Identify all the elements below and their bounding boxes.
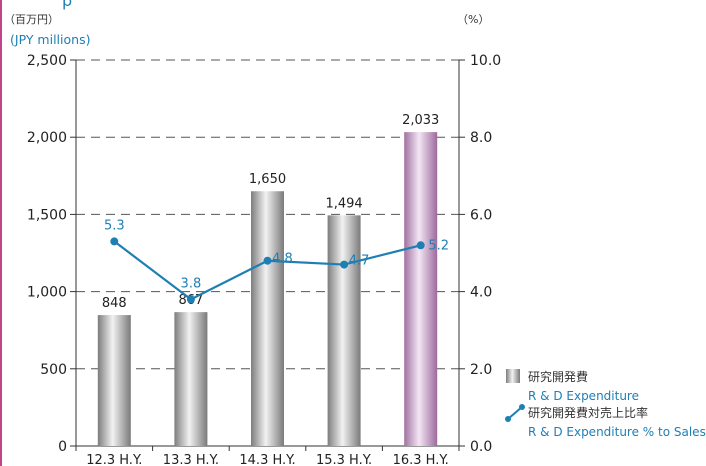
left-axis-tick-label-0: 0: [58, 439, 67, 455]
right-axis-tick-label-2: 4.0: [470, 285, 492, 301]
axis-units: （百万円） (JPY millions) （%）: [4, 13, 489, 47]
chart-title-partial: p: [62, 0, 72, 10]
right-axis-tick-label-3: 6.0: [470, 207, 492, 223]
line-data-labels: 5.3 3.8 4.8 4.7 5.2: [104, 218, 449, 291]
x-axis-tick-label-1: 13.3 H.Y.: [163, 453, 219, 466]
legend: 研究開発費 R & D Expenditure 研究開発費対売上比率 R & D…: [505, 369, 706, 439]
bar-1: [174, 312, 208, 446]
left-axis-unit-ja: （百万円）: [4, 13, 59, 26]
legend-line-label-en: R & D Expenditure % to Sales: [528, 425, 706, 439]
line-label-1: 3.8: [181, 276, 202, 291]
gridlines: [76, 59, 459, 370]
left-axis-tick-label-5: 2,500: [27, 53, 67, 69]
right-axis-tick-label-1: 2.0: [470, 362, 492, 378]
left-axis-tick-label-1: 500: [40, 362, 67, 378]
x-axis-tick-label-0: 12.3 H.Y.: [86, 453, 142, 466]
left-axis-tick-labels: 0 500 1,000 1,500 2,000 2,500: [27, 53, 67, 455]
bar-0: [97, 315, 131, 446]
line-point-2: [263, 256, 272, 265]
x-axis-tick-label-2: 14.3 H.Y.: [239, 453, 295, 466]
bar-label-2: 1,650: [249, 172, 286, 187]
line-point-0: [110, 237, 119, 246]
right-axis-tick-labels: 0.0 2.0 4.0 6.0 8.0 10.0: [470, 53, 501, 455]
page-frame-accent-line: [0, 0, 2, 466]
line-label-3: 4.7: [349, 254, 370, 269]
line-label-4: 5.2: [428, 238, 449, 253]
right-axis-unit: （%）: [457, 13, 489, 26]
left-axis-tick-label-2: 1,000: [27, 285, 67, 301]
legend-line-label: 研究開発費対売上比率: [528, 405, 648, 420]
line-point-1: [186, 295, 195, 304]
bar-3: [327, 215, 361, 446]
legend-line-swatch: [507, 406, 523, 420]
left-axis-unit-en: (JPY millions): [10, 32, 90, 47]
legend-bar-label-en: R & D Expenditure: [528, 389, 639, 403]
line-label-0: 5.3: [104, 218, 125, 233]
line-label-2: 4.8: [272, 252, 293, 267]
x-axis-tick-label-3: 15.3 H.Y.: [316, 453, 372, 466]
legend-bar-label: 研究開発費: [528, 369, 588, 384]
line-series: [110, 237, 425, 304]
x-axis-tick-label-4: 16.3 H.Y.: [393, 453, 449, 466]
right-axis-tick-label-4: 8.0: [470, 130, 492, 146]
left-axis-tick-label-4: 2,000: [27, 130, 67, 146]
line-point-4: [416, 241, 425, 250]
left-axis-tick-label-3: 1,500: [27, 207, 67, 223]
legend-line-marker-2: [519, 404, 525, 410]
right-axis-tick-label-0: 0.0: [470, 439, 492, 455]
bar-2: [251, 191, 284, 446]
line-point-3: [340, 260, 349, 269]
bar-label-4: 2,033: [402, 113, 439, 128]
right-axis-tick-label-5: 10.0: [470, 53, 501, 69]
legend-line-marker-1: [505, 416, 511, 422]
bar-4: [404, 132, 438, 446]
bar-label-3: 1,494: [325, 196, 362, 211]
chart-title-area: p: [62, 0, 72, 10]
legend-bar-swatch: [506, 369, 520, 383]
bar-series: [97, 132, 438, 446]
bar-label-0: 848: [102, 296, 127, 311]
x-axis-tick-labels: 12.3 H.Y. 13.3 H.Y. 14.3 H.Y. 15.3 H.Y. 16.3…: [86, 453, 449, 466]
